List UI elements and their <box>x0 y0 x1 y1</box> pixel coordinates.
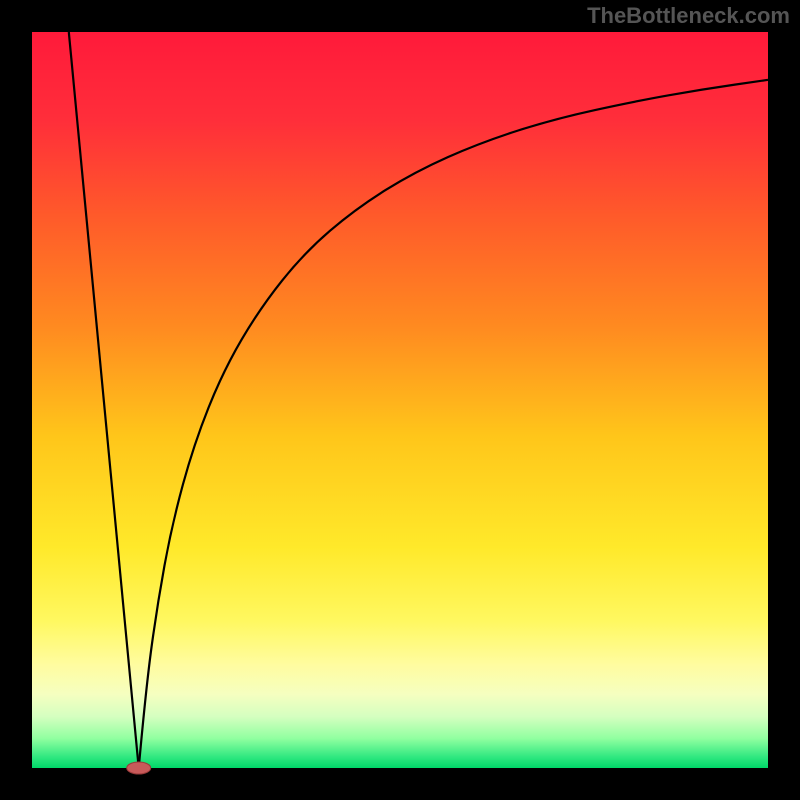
plot-gradient-area <box>32 32 768 768</box>
watermark-text: TheBottleneck.com <box>587 3 790 29</box>
bottleneck-chart <box>0 0 800 800</box>
optimal-point-marker <box>127 762 151 774</box>
